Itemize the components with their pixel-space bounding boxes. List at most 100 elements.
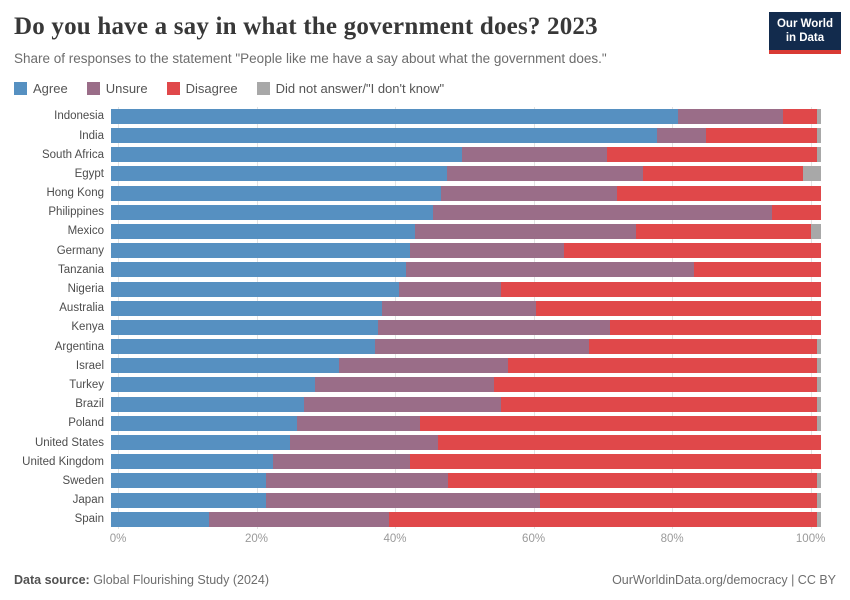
bar-segment-disagree[interactable]	[437, 435, 821, 451]
bar-segment-unsure[interactable]	[656, 128, 706, 144]
bar-segment-unsure[interactable]	[265, 492, 540, 508]
bar-segment-unsure[interactable]	[677, 108, 783, 124]
bar-segment-agree[interactable]	[111, 473, 266, 489]
bar-segment-unsure[interactable]	[446, 166, 643, 182]
bar-segment-disagree[interactable]	[564, 243, 821, 259]
bar-segment-agree[interactable]	[111, 358, 340, 374]
bar-segment-disagree[interactable]	[610, 319, 821, 335]
bar-segment-disagree[interactable]	[642, 166, 804, 182]
bar-segment-disagree[interactable]	[539, 492, 818, 508]
bar-segment-disagree[interactable]	[705, 128, 818, 144]
bar-segment-agree[interactable]	[111, 204, 433, 220]
bar-segment-agree[interactable]	[111, 396, 305, 412]
bar-segment-agree[interactable]	[111, 147, 463, 163]
bar-segment-agree[interactable]	[111, 185, 442, 201]
bar-segment-unsure[interactable]	[432, 204, 773, 220]
country-label[interactable]: India	[79, 129, 104, 142]
bar-segment-agree[interactable]	[111, 454, 273, 470]
bar-segment-disagree[interactable]	[388, 511, 818, 527]
country-label[interactable]: South Africa	[41, 148, 104, 161]
bar-segment-did-not-answer-i-don-t-know[interactable]	[817, 396, 821, 412]
bar-segment-did-not-answer-i-don-t-know[interactable]	[817, 108, 821, 124]
country-label[interactable]: Brazil	[75, 398, 104, 411]
bar-segment-agree[interactable]	[111, 319, 379, 335]
bar-segment-agree[interactable]	[111, 415, 298, 431]
bar-segment-unsure[interactable]	[374, 339, 589, 355]
country-label[interactable]: Israel	[75, 359, 104, 372]
bar-segment-agree[interactable]	[111, 339, 375, 355]
country-label[interactable]: Kenya	[71, 321, 104, 334]
bar-segment-agree[interactable]	[111, 511, 210, 527]
bar-segment-agree[interactable]	[111, 262, 407, 278]
country-label[interactable]: United Kingdom	[22, 455, 104, 468]
bar-segment-did-not-answer-i-don-t-know[interactable]	[817, 511, 821, 527]
country-label[interactable]: Australia	[59, 302, 104, 315]
bar-segment-agree[interactable]	[111, 243, 410, 259]
bar-segment-did-not-answer-i-don-t-know[interactable]	[817, 492, 821, 508]
bar-segment-unsure[interactable]	[272, 454, 410, 470]
bar-segment-did-not-answer-i-don-t-know[interactable]	[817, 358, 821, 374]
bar-segment-disagree[interactable]	[694, 262, 821, 278]
legend-item-disagree[interactable]: Disagree	[166, 81, 238, 96]
bar-segment-unsure[interactable]	[409, 243, 565, 259]
bar-segment-did-not-answer-i-don-t-know[interactable]	[817, 128, 821, 144]
country-label[interactable]: Hong Kong	[46, 187, 104, 200]
bar-segment-did-not-answer-i-don-t-know[interactable]	[817, 415, 821, 431]
bar-segment-disagree[interactable]	[635, 223, 811, 239]
country-label[interactable]: Tanzania	[57, 263, 104, 276]
bar-segment-unsure[interactable]	[290, 435, 438, 451]
bar-segment-unsure[interactable]	[297, 415, 421, 431]
bar-segment-agree[interactable]	[111, 108, 678, 124]
bar-segment-unsure[interactable]	[399, 281, 502, 297]
bar-segment-disagree[interactable]	[536, 300, 821, 316]
legend-item-agree[interactable]: Agree	[14, 81, 68, 96]
bar-segment-disagree[interactable]	[409, 454, 821, 470]
legend-item-unsure[interactable]: Unsure	[86, 81, 148, 96]
bar-segment-did-not-answer-i-don-t-know[interactable]	[817, 377, 821, 393]
bar-segment-unsure[interactable]	[441, 185, 618, 201]
bar-segment-disagree[interactable]	[606, 147, 818, 163]
bar-segment-disagree[interactable]	[589, 339, 818, 355]
bar-segment-unsure[interactable]	[378, 319, 611, 335]
bar-segment-did-not-answer-i-don-t-know[interactable]	[817, 339, 821, 355]
bar-segment-disagree[interactable]	[617, 185, 821, 201]
country-label[interactable]: Turkey	[69, 378, 104, 391]
bar-segment-agree[interactable]	[111, 166, 447, 182]
bar-segment-agree[interactable]	[111, 281, 400, 297]
country-label[interactable]: Mexico	[67, 225, 104, 238]
country-label[interactable]: Indonesia	[54, 110, 104, 123]
bar-segment-did-not-answer-i-don-t-know[interactable]	[803, 166, 821, 182]
bar-segment-disagree[interactable]	[448, 473, 818, 489]
bar-segment-agree[interactable]	[111, 223, 416, 239]
country-label[interactable]: Japan	[72, 494, 104, 507]
bar-segment-disagree[interactable]	[501, 396, 818, 412]
bar-segment-unsure[interactable]	[265, 473, 449, 489]
bar-segment-disagree[interactable]	[508, 358, 818, 374]
bar-segment-unsure[interactable]	[304, 396, 502, 412]
country-label[interactable]: Sweden	[62, 474, 104, 487]
country-label[interactable]: Poland	[68, 417, 104, 430]
bar-segment-disagree[interactable]	[772, 204, 821, 220]
owid-logo[interactable]: Our World in Data	[768, 12, 841, 54]
country-label[interactable]: Philippines	[48, 206, 104, 219]
country-label[interactable]: United States	[34, 436, 104, 449]
bar-segment-unsure[interactable]	[381, 300, 537, 316]
country-label[interactable]: Germany	[56, 244, 104, 257]
bar-segment-agree[interactable]	[111, 435, 291, 451]
bar-segment-unsure[interactable]	[314, 377, 495, 393]
bar-segment-agree[interactable]	[111, 300, 382, 316]
bar-segment-unsure[interactable]	[209, 511, 389, 527]
country-label[interactable]: Nigeria	[67, 283, 104, 296]
country-label[interactable]: Egypt	[74, 167, 104, 180]
bar-segment-agree[interactable]	[111, 492, 266, 508]
bar-segment-did-not-answer-i-don-t-know[interactable]	[810, 223, 821, 239]
bar-segment-unsure[interactable]	[462, 147, 607, 163]
bar-segment-agree[interactable]	[111, 377, 315, 393]
bar-segment-unsure[interactable]	[406, 262, 695, 278]
bar-segment-disagree[interactable]	[782, 108, 818, 124]
country-label[interactable]: Argentina	[54, 340, 104, 353]
bar-segment-did-not-answer-i-don-t-know[interactable]	[817, 473, 821, 489]
bar-segment-unsure[interactable]	[415, 223, 636, 239]
bar-segment-agree[interactable]	[111, 128, 657, 144]
owid-url-link[interactable]: OurWorldinData.org/democracy	[612, 573, 788, 587]
